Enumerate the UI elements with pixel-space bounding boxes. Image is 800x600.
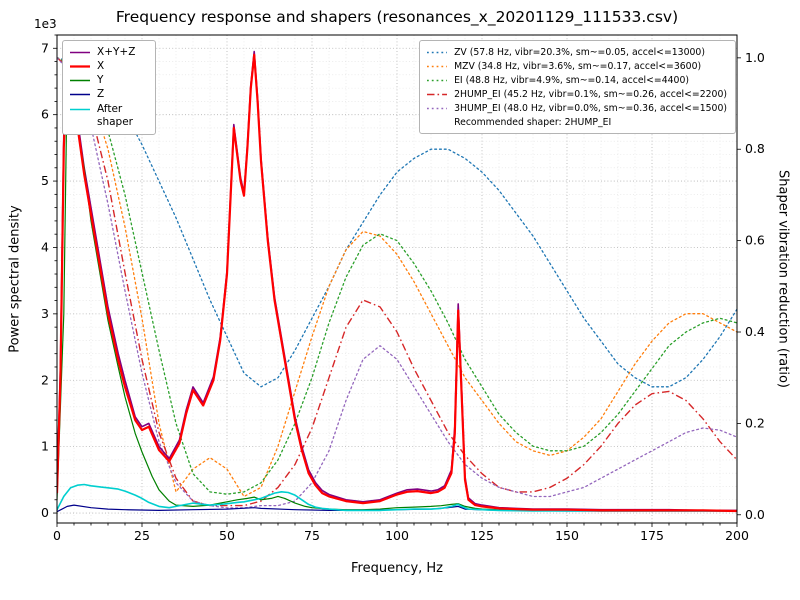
z-line-sample — [70, 94, 90, 96]
zv-57-8-hz-vibr-20-3-sm-0-05-accel-13000--line-sample — [427, 51, 448, 54]
legend-item: 2HUMP_EI (45.2 Hz, vibr=0.1%, sm~=0.26, … — [426, 88, 727, 101]
legend-label: MZV (34.8 Hz, vibr=3.6%, sm~=0.17, accel… — [454, 61, 702, 73]
x-tick-label: 125 — [470, 528, 494, 543]
series-after_shaper — [57, 483, 737, 512]
left-y-tick-label: 0 — [41, 505, 49, 520]
legend-item: EI (48.8 Hz, vibr=4.9%, sm~=0.14, accel<… — [426, 74, 727, 87]
legend-item: Y — [69, 74, 147, 87]
legend-label: 2HUMP_EI (45.2 Hz, vibr=0.1%, sm~=0.26, … — [454, 89, 727, 101]
legend-label: X+Y+Z — [97, 46, 136, 58]
right-y-tick-label: 0.4 — [745, 324, 765, 339]
psd-legend: X+Y+Z X Y Z After shaper — [62, 40, 156, 135]
x-axis-label: Frequency, Hz — [350, 561, 444, 576]
x-tick-label: 75 — [304, 528, 320, 543]
x-y-z-line-sample — [70, 51, 90, 54]
right-y-tick-label: 1.0 — [745, 50, 765, 65]
shaper-legend: ZV (57.8 Hz, vibr=20.3%, sm~=0.05, accel… — [419, 40, 736, 135]
3hump-ei-48-0-hz-vibr-0-0-sm-0-36-accel-1500--line-sample — [427, 107, 448, 110]
legend-label: After shaper — [97, 102, 134, 128]
right-y-tick-label: 0.2 — [745, 415, 765, 430]
series-mzv — [57, 57, 737, 498]
left-y-tick-label: 5 — [41, 173, 49, 188]
legend-label: Z — [97, 88, 105, 101]
right-y-tick-label: 0.8 — [745, 141, 765, 156]
left-y-axis-label: Power spectral density — [7, 205, 23, 353]
left-y-tick-label: 1 — [41, 439, 49, 454]
legend-label: 3HUMP_EI (48.0 Hz, vibr=0.0%, sm~=0.36, … — [454, 103, 727, 115]
y-axis-offset-text: 1e3 — [34, 17, 57, 31]
y-line-sample — [70, 80, 90, 82]
mzv-34-8-hz-vibr-3-6-sm-0-17-accel-3600--line-sample — [427, 65, 448, 68]
left-y-tick-label: 7 — [41, 40, 49, 55]
x-tick-label: 175 — [640, 528, 664, 543]
chart-title: Frequency response and shapers (resonanc… — [115, 8, 679, 26]
legend-item: X — [69, 60, 147, 73]
x-tick-label: 0 — [53, 528, 61, 543]
x-tick-label: 50 — [219, 528, 235, 543]
legend-item: X+Y+Z — [69, 46, 147, 59]
x-line-sample — [70, 65, 90, 68]
series-zv — [57, 57, 737, 388]
2hump-ei-45-2-hz-vibr-0-1-sm-0-26-accel-2200--line-sample — [427, 93, 448, 96]
x-tick-label: 25 — [134, 528, 150, 543]
series-3hump_ei — [57, 57, 737, 509]
legend-item: 3HUMP_EI (48.0 Hz, vibr=0.0%, sm~=0.36, … — [426, 102, 727, 115]
left-y-tick-label: 2 — [41, 372, 49, 387]
legend-label: X — [97, 60, 105, 73]
series-ei — [57, 57, 737, 495]
series-lines — [57, 47, 737, 513]
x-tick-label: 150 — [555, 528, 579, 543]
left-y-tick-label: 4 — [41, 239, 49, 254]
right-y-tick-label: 0.6 — [745, 233, 765, 248]
legend-item: After shaper — [69, 103, 147, 129]
x-tick-label: 200 — [725, 528, 749, 543]
series-x_psd — [57, 53, 737, 513]
legend-label: EI (48.8 Hz, vibr=4.9%, sm~=0.14, accel<… — [454, 75, 690, 87]
legend-item: MZV (34.8 Hz, vibr=3.6%, sm~=0.17, accel… — [426, 60, 727, 73]
legend-label: ZV (57.8 Hz, vibr=20.3%, sm~=0.05, accel… — [454, 47, 705, 58]
x-tick-label: 100 — [385, 528, 409, 543]
after-shaper-line-sample — [70, 108, 90, 110]
left-y-tick-label: 6 — [41, 107, 49, 122]
legend-item: ZV (57.8 Hz, vibr=20.3%, sm~=0.05, accel… — [426, 46, 727, 59]
series-2hump_ei — [57, 57, 737, 507]
right-y-axis-label: Shaper vibration reduction (ratio) — [775, 170, 791, 388]
legend-label: Y — [97, 74, 104, 87]
legend-item: Z — [69, 88, 147, 101]
recommended-shaper-note: Recommended shaper: 2HUMP_EI — [454, 117, 612, 129]
tick-labels: 0 25 50 75 100 125 150 175 200 0 1 2 3 4 5 6 7 0.0 0.2 0.4 0… — [41, 34, 765, 543]
left-y-tick-label: 3 — [41, 306, 49, 321]
ei-48-8-hz-vibr-4-9-sm-0-14-accel-4400--line-sample — [427, 79, 448, 82]
right-y-tick-label: 0.0 — [745, 507, 765, 522]
